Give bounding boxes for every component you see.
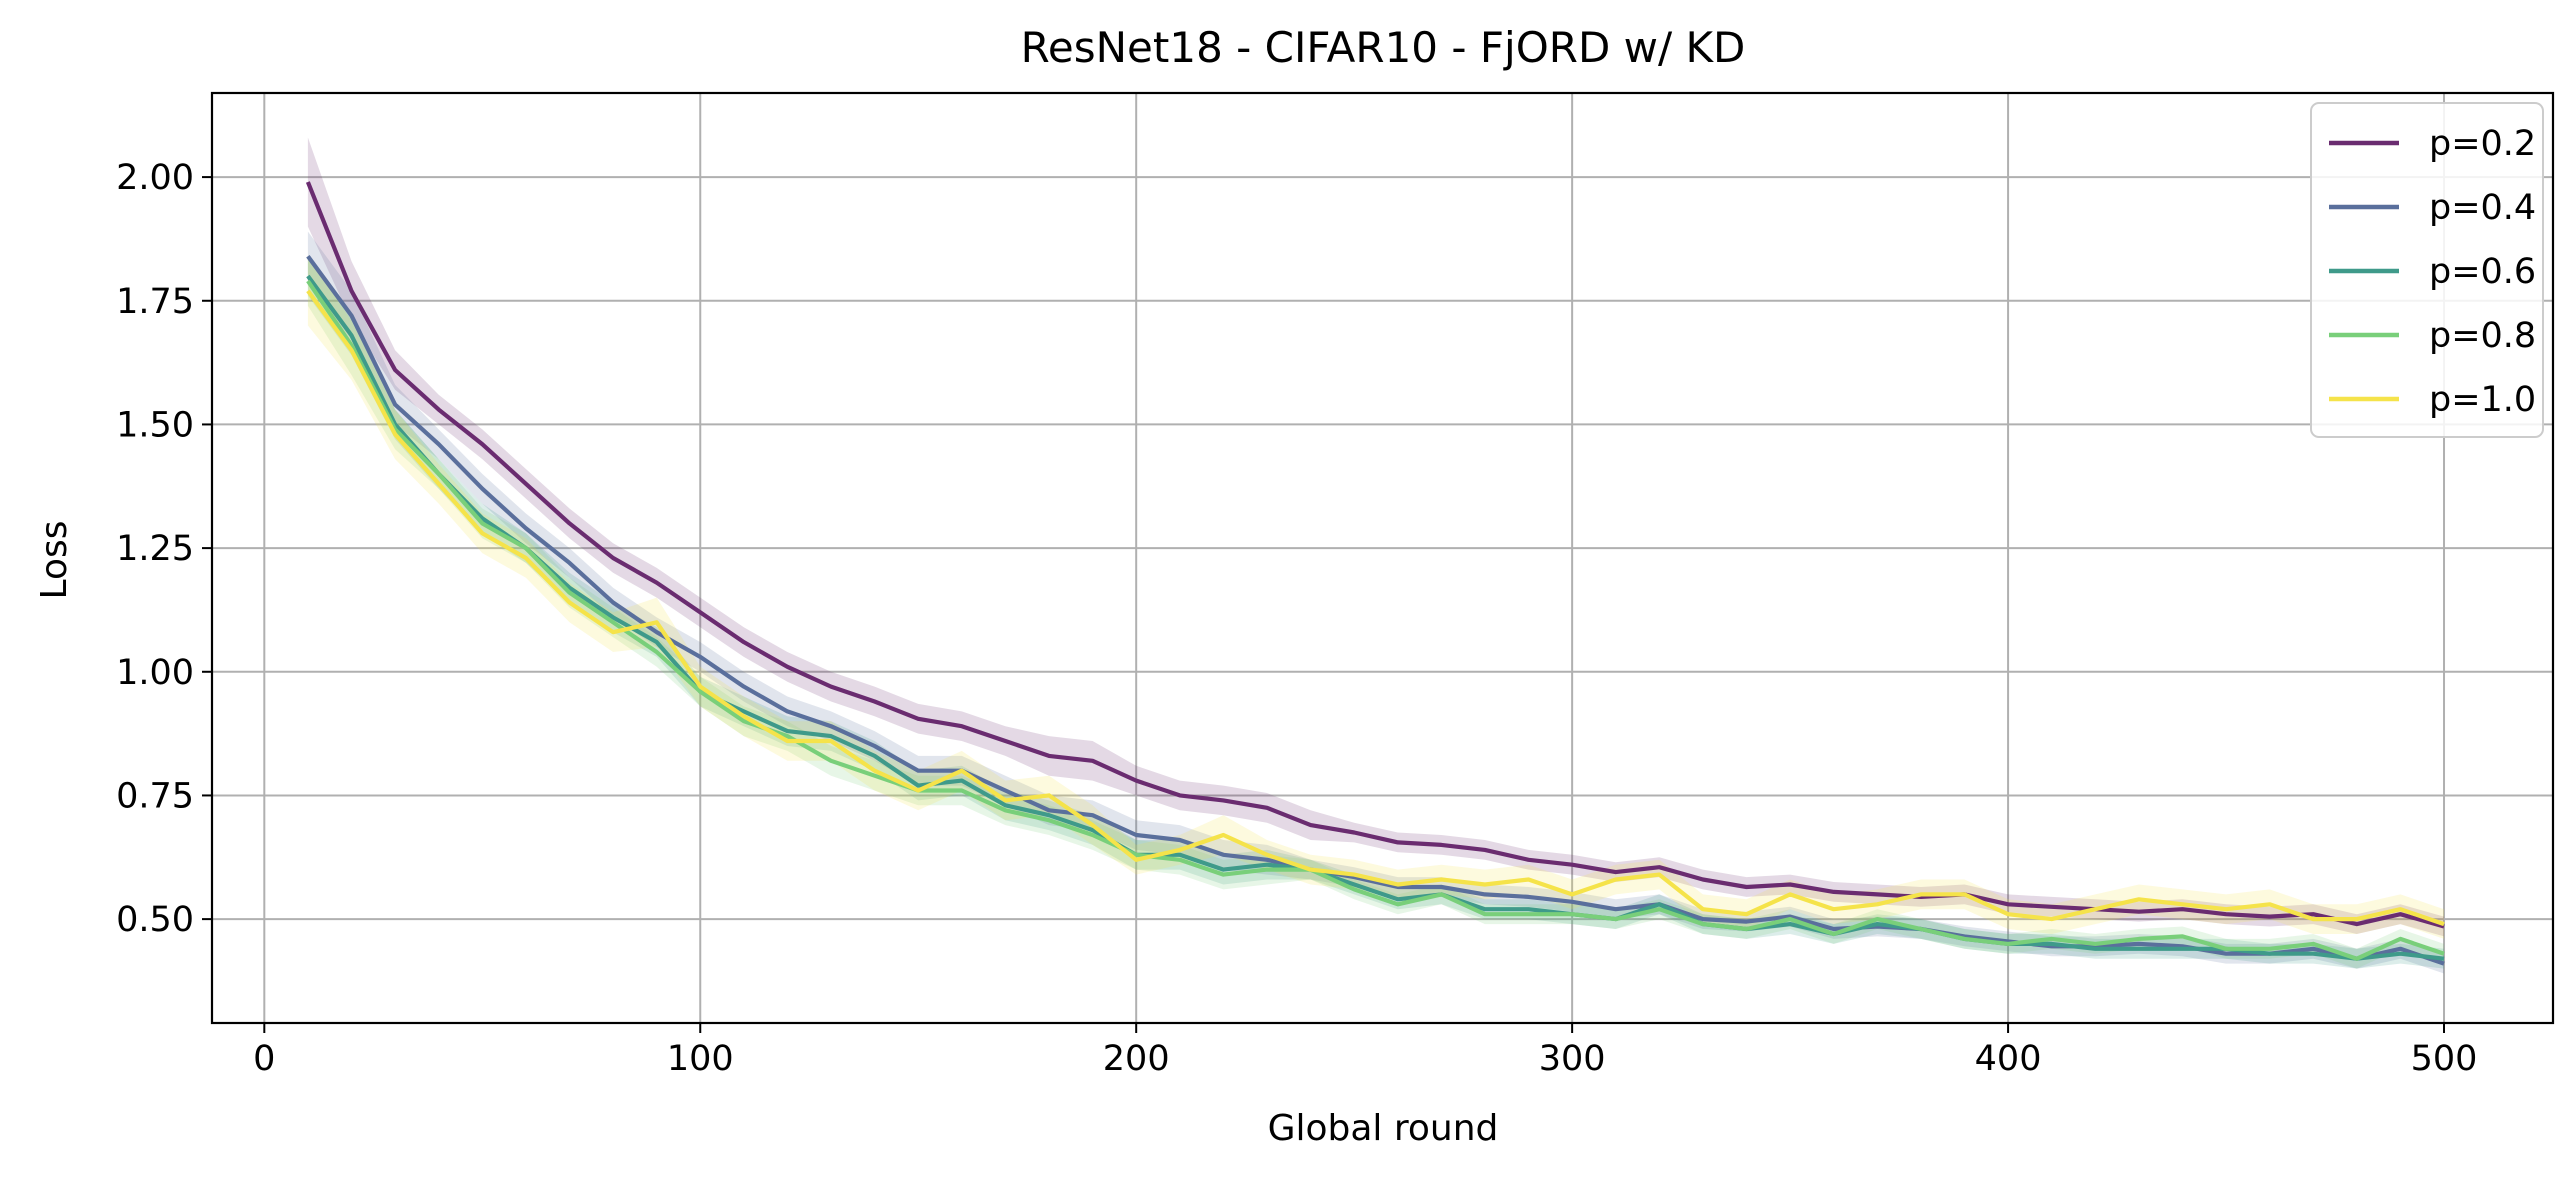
legend-label-4: p=1.0 [2429,380,2536,420]
x-axis-label: Global round [1268,1108,1499,1149]
x-tick-label-5: 500 [2411,1039,2478,1079]
x-tick-label-4: 400 [1975,1039,2042,1079]
y-tick-label-5: 1.75 [116,282,194,322]
x-tick-label-3: 300 [1539,1039,1606,1079]
grid [212,93,2553,1023]
legend-label-0: p=0.2 [2429,124,2536,164]
y-tick-label-1: 0.75 [116,776,194,816]
x-tick-label-2: 200 [1103,1039,1170,1079]
y-axis-ticks: 0.50 0.75 1.00 1.25 1.50 1.75 2.00 [116,158,212,940]
line-series-2 [306,274,2445,961]
y-tick-label-3: 1.25 [116,529,194,569]
x-axis-ticks: 0 100 200 300 400 500 [253,1023,2477,1079]
x-tick-label-0: 0 [253,1039,275,1079]
y-tick-label-4: 1.50 [116,405,194,445]
y-axis-label: Loss [34,521,75,600]
legend-label-2: p=0.6 [2429,252,2536,292]
legend-label-1: p=0.4 [2429,188,2536,228]
legend-label-3: p=0.8 [2429,316,2536,356]
confidence-bands [307,137,2445,974]
legend: p=0.2 p=0.4 p=0.6 p=0.8 p=1.0 [2310,102,2544,438]
x-tick-label-1: 100 [667,1039,734,1079]
y-tick-label-2: 1.00 [116,653,194,693]
y-tick-label-0: 0.50 [116,900,194,940]
legend-box [2310,102,2544,438]
y-tick-label-6: 2.00 [116,158,194,198]
plot-frame [210,91,2555,1025]
line-series-4 [306,289,2445,927]
chart-title: ResNet18 - CIFAR10 - FjORD w/ KD [1021,23,1746,72]
band-series-4 [307,256,2445,939]
series-lines [305,181,2445,966]
line-series-3 [306,279,2445,961]
